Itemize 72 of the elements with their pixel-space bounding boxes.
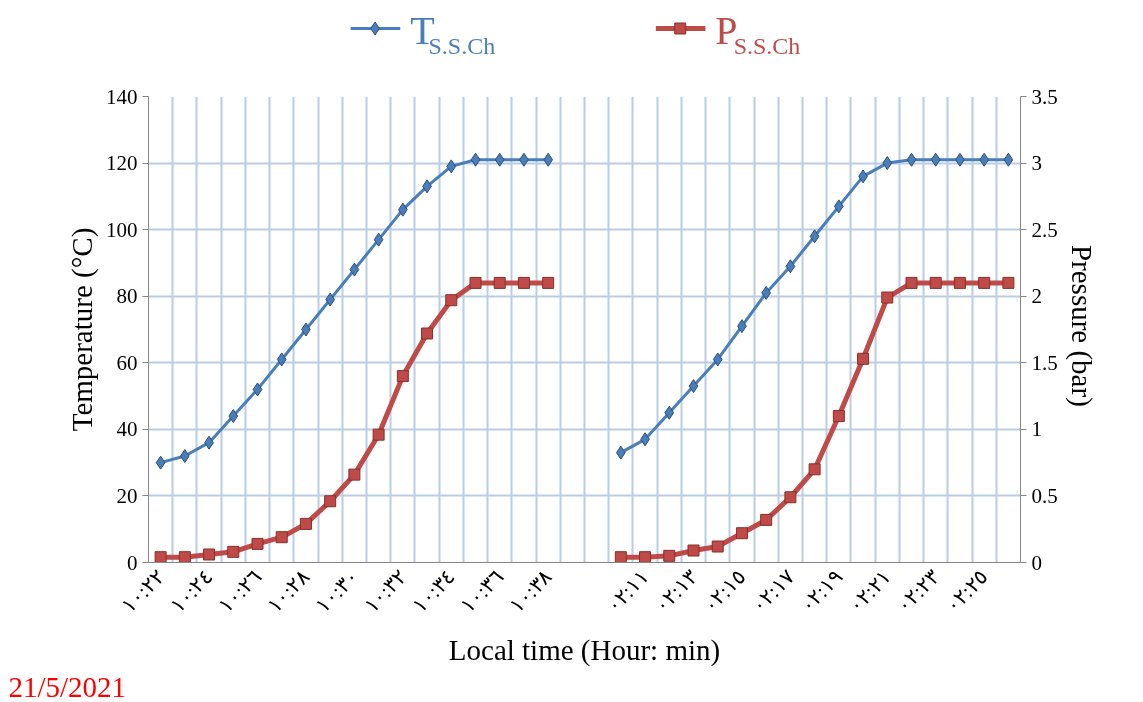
point [1003,152,1014,167]
point [832,410,845,423]
point [614,551,627,563]
point [469,276,482,289]
point [978,276,991,289]
point [299,517,312,530]
point [517,276,530,289]
y2-tick-label: 3.5 [1031,84,1058,109]
point [857,352,870,365]
y2-tick-label: 2.5 [1031,217,1058,242]
y2-tick-label: 0.5 [1031,483,1058,508]
point [687,544,700,557]
point [905,276,918,289]
y2-tick-label: 3 [1031,151,1042,176]
point [639,551,652,563]
point [808,463,821,476]
point [373,232,384,247]
point [203,548,216,561]
point [372,428,385,441]
point [324,495,337,508]
point [881,291,894,304]
y-axis-title: Temperature (°C) [66,227,99,432]
point [421,327,434,340]
point [155,455,166,470]
point [396,370,409,383]
y2-axis-title: Pressure (bar) [1064,244,1098,407]
point [348,468,361,481]
y2-tick-label: 1 [1031,417,1042,442]
point [711,540,724,553]
point [785,259,796,274]
y2-tick-label: 1.5 [1031,350,1058,375]
point [446,159,457,174]
y2-tick-label: 0 [1031,550,1042,575]
point [542,276,555,289]
point [906,152,917,167]
point [929,276,942,289]
y-tick-label: 20 [116,483,138,508]
point [664,405,675,420]
point [154,551,167,563]
point [930,152,941,167]
point [275,531,288,544]
point [178,551,191,563]
point [809,229,820,244]
y-tick-label: 60 [116,350,138,375]
point [735,527,748,540]
point [712,352,723,367]
y-tick-label: 120 [106,151,138,176]
point [688,379,699,394]
point [784,491,797,504]
y-tick-label: 140 [106,84,138,109]
point [663,549,676,562]
point [252,382,263,397]
point [953,276,966,289]
point [251,537,264,550]
point [445,294,458,307]
y-tick-label: 40 [116,417,138,442]
point [227,545,240,558]
point [493,276,506,289]
point [228,409,239,424]
point [1002,276,1015,289]
point [470,152,481,167]
x-axis-title: Local time (Hour: min) [448,633,721,667]
point [349,262,360,277]
point [494,152,505,167]
y-tick-label: 80 [116,284,138,309]
point [276,352,287,367]
y-tick-label: 100 [106,217,138,242]
point [760,513,773,526]
point [882,156,893,171]
y-tick-label: 0 [127,550,138,575]
y2-tick-label: 2 [1031,284,1042,309]
text: 21/5/2021 [8,670,127,702]
